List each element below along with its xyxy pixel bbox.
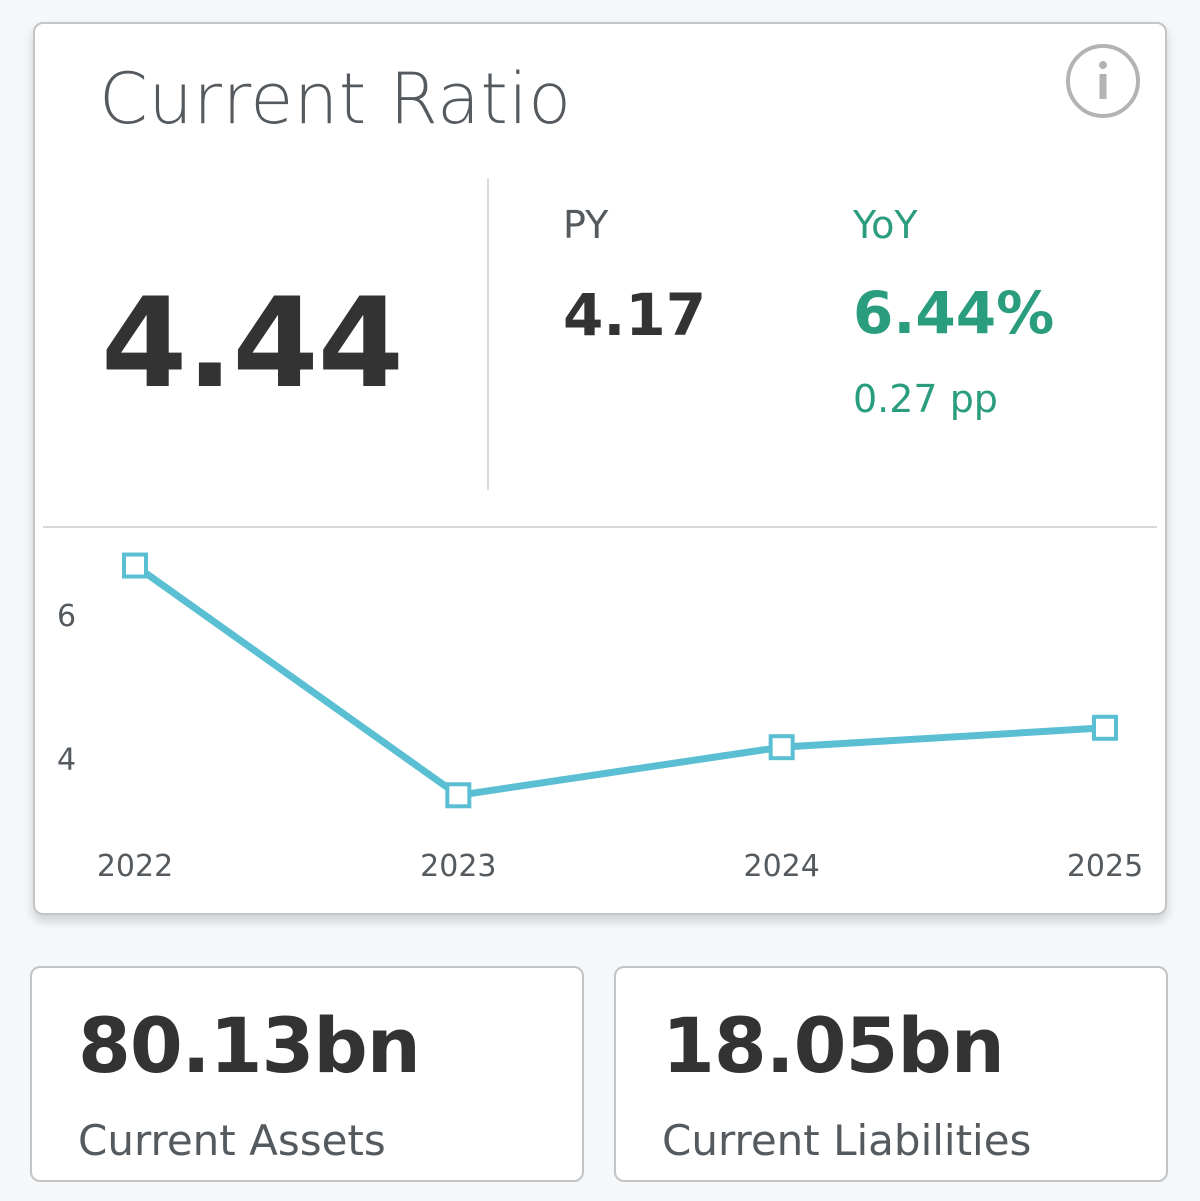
x-tick-label: 2024 [743,849,819,884]
py-value: 4.17 [563,281,707,349]
data-point-marker[interactable] [122,552,148,579]
current-ratio-card: Current Ratio 4.44 PY 4.17 YoY 6.44% 0.2… [33,22,1167,915]
py-label: PY [563,203,609,247]
current-liabilities-tile: 18.05bn Current Liabilities [614,966,1168,1182]
yoy-value: 6.44% [853,279,1055,347]
vertical-divider [487,178,489,490]
yoy-label: YoY [853,203,918,247]
current-ratio-value: 4.44 [101,272,404,416]
current-assets-label: Current Assets [78,1116,386,1165]
x-tick-label: 2022 [97,849,173,884]
yoy-pp-change: 0.27 pp [853,377,998,421]
info-icon[interactable] [1065,43,1141,119]
current-assets-tile: 80.13bn Current Assets [30,966,584,1182]
data-point-marker[interactable] [1092,714,1118,741]
current-liabilities-label: Current Liabilities [662,1116,1032,1165]
current-liabilities-value: 18.05bn [662,1001,1005,1090]
series-line [132,562,1106,799]
x-tick-label: 2023 [420,849,496,884]
current-ratio-trend-chart: 6 4 2022 2023 2024 2025 [57,552,1143,884]
y-tick-label: 6 [57,599,76,634]
y-tick-label: 4 [57,742,76,777]
current-assets-value: 80.13bn [78,1001,421,1090]
x-tick-label: 2025 [1067,849,1143,884]
data-point-marker[interactable] [768,734,795,761]
card-title: Current Ratio [99,58,572,140]
horizontal-divider [43,526,1157,528]
data-point-marker[interactable] [445,782,472,809]
